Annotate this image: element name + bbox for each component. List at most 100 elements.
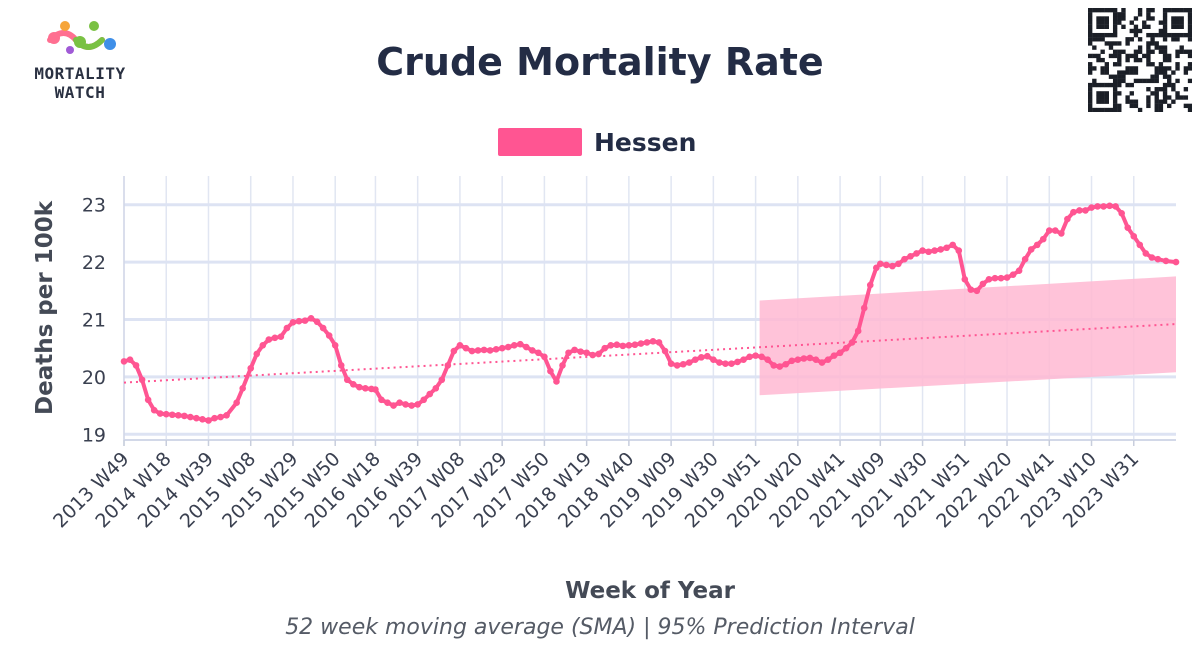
- data-point[interactable]: [1124, 224, 1132, 231]
- data-point[interactable]: [504, 343, 512, 351]
- data-point[interactable]: [150, 406, 158, 414]
- data-point[interactable]: [247, 364, 255, 372]
- data-point[interactable]: [408, 402, 415, 409]
- data-point[interactable]: [313, 318, 321, 326]
- data-point[interactable]: [259, 342, 267, 349]
- data-point[interactable]: [589, 351, 596, 359]
- data-point[interactable]: [776, 363, 784, 370]
- data-point[interactable]: [553, 378, 560, 385]
- data-point[interactable]: [1088, 204, 1095, 211]
- data-point[interactable]: [325, 332, 333, 339]
- data-point[interactable]: [764, 356, 771, 363]
- data-point[interactable]: [492, 346, 500, 353]
- data-point[interactable]: [1052, 227, 1059, 234]
- data-point[interactable]: [637, 340, 645, 347]
- data-point[interactable]: [782, 360, 790, 368]
- data-point[interactable]: [691, 356, 699, 363]
- data-point[interactable]: [907, 253, 914, 260]
- data-point[interactable]: [1003, 274, 1011, 281]
- data-point[interactable]: [979, 280, 987, 288]
- data-point[interactable]: [937, 246, 944, 253]
- data-point[interactable]: [1045, 227, 1053, 234]
- data-point[interactable]: [541, 353, 548, 361]
- data-point[interactable]: [193, 414, 200, 422]
- data-point[interactable]: [253, 350, 261, 358]
- data-point[interactable]: [631, 341, 639, 349]
- data-point[interactable]: [277, 333, 285, 340]
- data-point[interactable]: [522, 343, 530, 351]
- data-point[interactable]: [967, 286, 975, 293]
- data-point[interactable]: [625, 342, 633, 349]
- data-point[interactable]: [1076, 207, 1083, 214]
- data-point[interactable]: [283, 324, 291, 332]
- data-point[interactable]: [740, 356, 747, 363]
- data-point[interactable]: [812, 356, 820, 363]
- data-point[interactable]: [1142, 250, 1150, 257]
- data-point[interactable]: [384, 399, 391, 406]
- data-point[interactable]: [788, 357, 796, 365]
- data-point[interactable]: [1039, 235, 1047, 243]
- data-point[interactable]: [156, 410, 164, 417]
- data-point[interactable]: [931, 247, 938, 254]
- data-point[interactable]: [211, 414, 218, 422]
- legend-label-hessen[interactable]: Hessen: [594, 127, 697, 157]
- data-point[interactable]: [414, 401, 421, 408]
- data-point[interactable]: [583, 349, 590, 357]
- data-point[interactable]: [301, 317, 309, 324]
- data-point[interactable]: [181, 412, 188, 420]
- data-point[interactable]: [697, 354, 705, 361]
- data-point[interactable]: [271, 334, 279, 342]
- data-point[interactable]: [468, 347, 476, 355]
- data-point[interactable]: [913, 250, 920, 257]
- data-point[interactable]: [746, 353, 753, 361]
- data-point[interactable]: [866, 281, 874, 289]
- data-point[interactable]: [770, 362, 778, 369]
- data-point[interactable]: [307, 315, 315, 322]
- data-point[interactable]: [372, 386, 379, 393]
- data-point[interactable]: [1033, 241, 1041, 249]
- data-point[interactable]: [565, 349, 572, 357]
- data-point[interactable]: [1136, 241, 1144, 249]
- data-point[interactable]: [480, 346, 488, 354]
- data-point[interactable]: [806, 354, 814, 362]
- data-point[interactable]: [1148, 254, 1156, 261]
- data-point[interactable]: [426, 390, 434, 398]
- data-point[interactable]: [498, 344, 506, 352]
- data-point[interactable]: [362, 385, 369, 392]
- data-point[interactable]: [895, 260, 902, 268]
- data-point[interactable]: [985, 276, 993, 283]
- data-point[interactable]: [1106, 202, 1113, 210]
- data-point[interactable]: [872, 264, 880, 272]
- data-point[interactable]: [295, 317, 303, 325]
- data-point[interactable]: [474, 347, 482, 354]
- data-point[interactable]: [649, 337, 657, 345]
- data-point[interactable]: [205, 417, 212, 424]
- data-point[interactable]: [673, 362, 681, 369]
- data-point[interactable]: [1027, 246, 1035, 253]
- data-point[interactable]: [1070, 208, 1077, 216]
- data-point[interactable]: [571, 346, 578, 354]
- data-point[interactable]: [854, 327, 862, 335]
- data-point[interactable]: [217, 413, 224, 421]
- data-point[interactable]: [126, 356, 134, 363]
- data-point[interactable]: [144, 396, 152, 404]
- data-point[interactable]: [667, 360, 675, 367]
- data-point[interactable]: [1100, 203, 1107, 210]
- data-point[interactable]: [510, 342, 518, 349]
- data-point[interactable]: [132, 362, 140, 369]
- data-point[interactable]: [758, 353, 765, 361]
- data-point[interactable]: [187, 413, 194, 421]
- data-point[interactable]: [120, 358, 128, 365]
- data-point[interactable]: [223, 412, 230, 419]
- data-point[interactable]: [1064, 215, 1071, 223]
- data-point[interactable]: [420, 396, 428, 404]
- data-point[interactable]: [889, 262, 896, 270]
- data-point[interactable]: [800, 355, 808, 362]
- data-point[interactable]: [1015, 267, 1023, 274]
- data-point[interactable]: [1130, 232, 1138, 240]
- data-point[interactable]: [378, 396, 385, 404]
- data-point[interactable]: [559, 362, 566, 369]
- data-point[interactable]: [547, 367, 554, 375]
- data-point[interactable]: [1082, 207, 1089, 214]
- data-point[interactable]: [661, 347, 669, 355]
